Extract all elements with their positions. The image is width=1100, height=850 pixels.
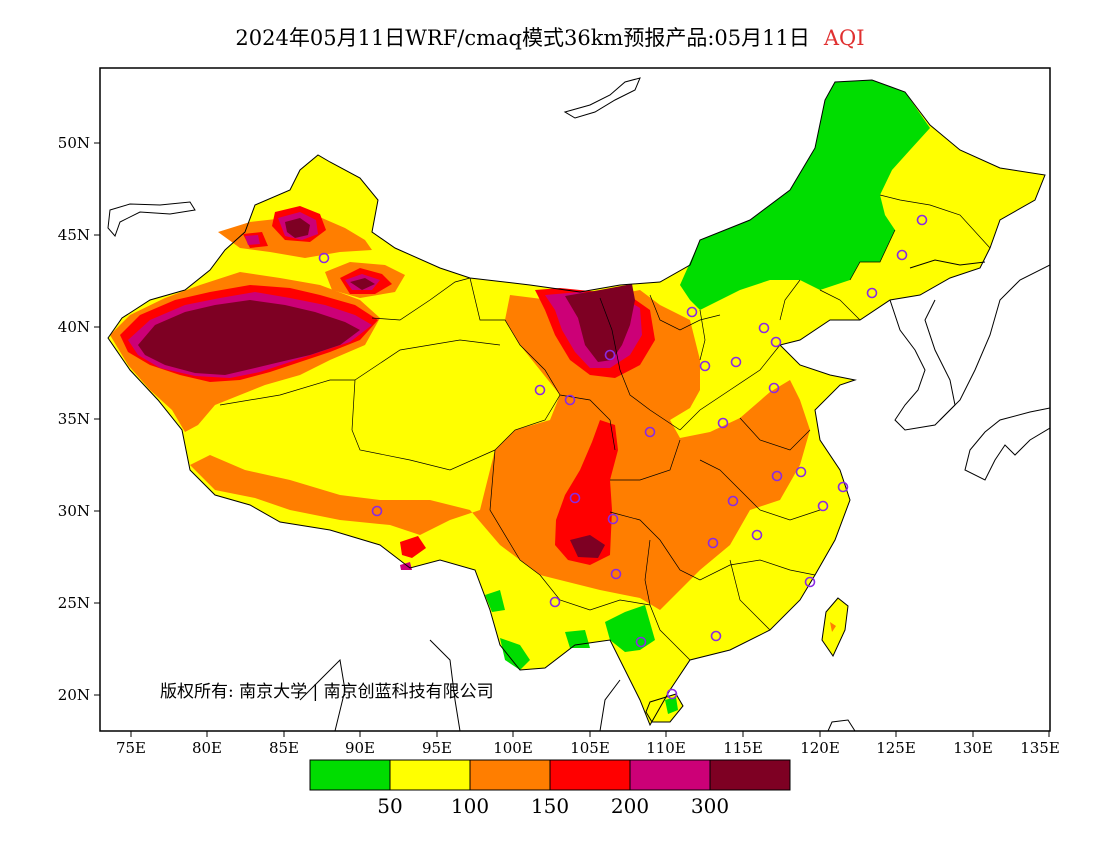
copyright-text: 版权所有: 南京大学 | 南京创蓝科技有限公司 — [160, 682, 494, 702]
lon-label: 95E — [422, 739, 452, 757]
city-marker — [866, 287, 878, 299]
city-marker — [318, 252, 330, 264]
maroon-tarim — [138, 300, 360, 375]
city-marker — [751, 529, 763, 541]
city-marker — [717, 417, 729, 429]
lon-label: 135E — [1020, 739, 1060, 757]
city-marker — [916, 214, 928, 226]
orange-south — [190, 290, 810, 610]
city-marker — [699, 360, 711, 372]
city-marker — [795, 466, 807, 478]
axis-ticks — [94, 142, 1050, 737]
lon-label: 90E — [345, 739, 375, 757]
lon-label: 80E — [192, 739, 222, 757]
title-variable: AQI — [823, 26, 865, 50]
lat-label: 30N — [58, 502, 90, 520]
lat-label: 40N — [58, 318, 90, 336]
lon-label: 100E — [493, 739, 533, 757]
city-marker — [730, 356, 742, 368]
lon-label: 85E — [269, 739, 299, 757]
lon-label: 75E — [116, 739, 146, 757]
city-marker — [770, 336, 782, 348]
city-marker — [534, 384, 546, 396]
city-marker — [569, 492, 581, 504]
lon-labels: 75E 80E 85E 90E 95E 100E 105E 110E 115E … — [116, 739, 1060, 757]
lon-label: 105E — [570, 739, 610, 757]
city-marker — [564, 394, 576, 406]
city-markers — [318, 214, 928, 700]
city-marker — [817, 500, 829, 512]
maroon-loess — [565, 284, 635, 362]
aqi-fields — [108, 80, 1045, 725]
city-marker — [758, 322, 770, 334]
lat-label: 25N — [58, 594, 90, 612]
map-title: 2024年05月11日WRF/cmaq模式36km预报产品:05月11日 AQI — [0, 22, 1100, 52]
city-marker — [686, 306, 698, 318]
city-marker — [549, 596, 561, 608]
lon-label: 120E — [800, 739, 840, 757]
city-marker — [635, 636, 647, 648]
lon-label: 125E — [876, 739, 916, 757]
city-marker — [610, 568, 622, 580]
city-marker — [710, 630, 722, 642]
city-marker — [607, 513, 619, 525]
lat-labels: 50N 45N 40N 35N 30N 25N 20N — [58, 134, 90, 704]
title-main: 2024年05月11日WRF/cmaq模式36km预报产品:05月11日 — [235, 26, 810, 50]
lon-label: 115E — [723, 739, 763, 757]
red-sichuan — [555, 420, 618, 565]
lon-label: 110E — [646, 739, 686, 757]
city-marker — [771, 470, 783, 482]
lat-label: 35N — [58, 410, 90, 428]
province-boundaries — [219, 194, 991, 661]
lat-label: 20N — [58, 686, 90, 704]
city-marker — [837, 481, 849, 493]
city-marker — [896, 249, 908, 261]
city-marker — [727, 495, 739, 507]
lat-label: 45N — [58, 226, 90, 244]
lon-label: 130E — [953, 739, 993, 757]
lat-label: 50N — [58, 134, 90, 152]
city-marker — [768, 382, 780, 394]
city-marker — [804, 576, 816, 588]
green-northeast — [680, 80, 930, 310]
city-marker — [644, 426, 656, 438]
city-marker — [666, 688, 678, 700]
city-marker — [371, 505, 383, 517]
city-marker — [604, 349, 616, 361]
city-marker — [707, 537, 719, 549]
plot-frame — [99, 67, 1051, 732]
